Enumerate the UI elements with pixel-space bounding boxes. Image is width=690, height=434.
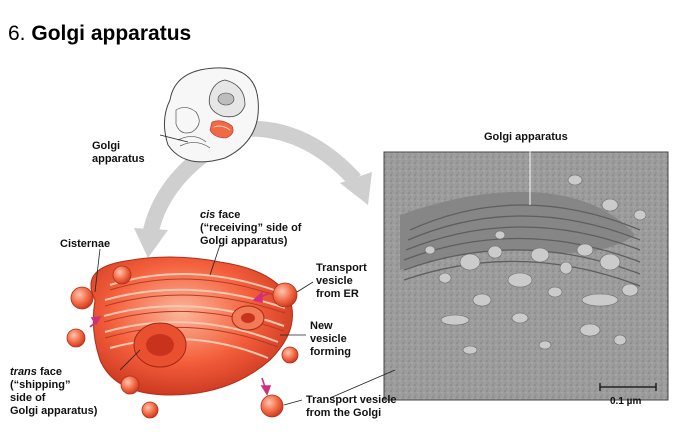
- leader-lines: [94, 244, 314, 406]
- label-cell-golgi-line1: Golgi: [92, 140, 121, 152]
- label-new-line3: forming: [310, 346, 351, 358]
- slide-title: 6. Golgi apparatus: [8, 22, 191, 46]
- label-transport-from-er: Transport vesicle from ER: [316, 262, 367, 301]
- label-trans-italic: trans: [10, 366, 37, 378]
- label-er-line1: Transport: [316, 262, 367, 274]
- micrograph: [329, 145, 669, 401]
- label-new-line1: New: [310, 320, 333, 332]
- label-cell-golgi-line2: apparatus: [92, 153, 145, 165]
- label-new-vesicle: New vesicle forming: [310, 320, 351, 359]
- label-er-line2: vesicle: [316, 275, 353, 287]
- vesicles: [66, 265, 299, 419]
- label-em-golgi: Golgi apparatus: [484, 131, 568, 143]
- slide-heading: Golgi apparatus: [31, 22, 192, 45]
- label-cis-line1: face: [215, 209, 241, 221]
- label-golgi-vesicle-line2: from the Golgi: [306, 407, 382, 419]
- label-trans-line3: side of: [10, 392, 46, 404]
- golgi-illustration: [90, 256, 293, 396]
- label-trans-face: trans face (“shipping” side of Golgi app…: [10, 366, 97, 418]
- label-trans-line2: (“shipping”: [10, 379, 71, 391]
- label-cis-face: cis face (“receiving” side of Golgi appa…: [200, 209, 301, 248]
- label-new-line2: vesicle: [310, 333, 347, 345]
- label-scale-bar: 0.1 µm: [610, 396, 642, 407]
- label-cis-line3: Golgi apparatus): [200, 235, 288, 247]
- label-cis-line2: (“receiving” side of: [200, 222, 302, 234]
- label-trans-line1: face: [36, 366, 62, 378]
- label-golgi-vesicle-line1: Transport vesicle: [306, 394, 397, 406]
- label-transport-from-golgi: Transport vesicle from the Golgi: [306, 394, 397, 420]
- label-trans-line4: Golgi apparatus): [10, 405, 98, 417]
- label-cisternae: Cisternae: [60, 238, 111, 250]
- slide-number: 6.: [8, 22, 26, 45]
- label-er-line3: from ER: [316, 288, 359, 300]
- cell-illustration: [159, 67, 259, 163]
- vesicle-arrows: [89, 291, 272, 396]
- label-cis-italic: cis: [200, 209, 216, 221]
- label-cell-golgi: Golgi apparatus: [92, 140, 145, 166]
